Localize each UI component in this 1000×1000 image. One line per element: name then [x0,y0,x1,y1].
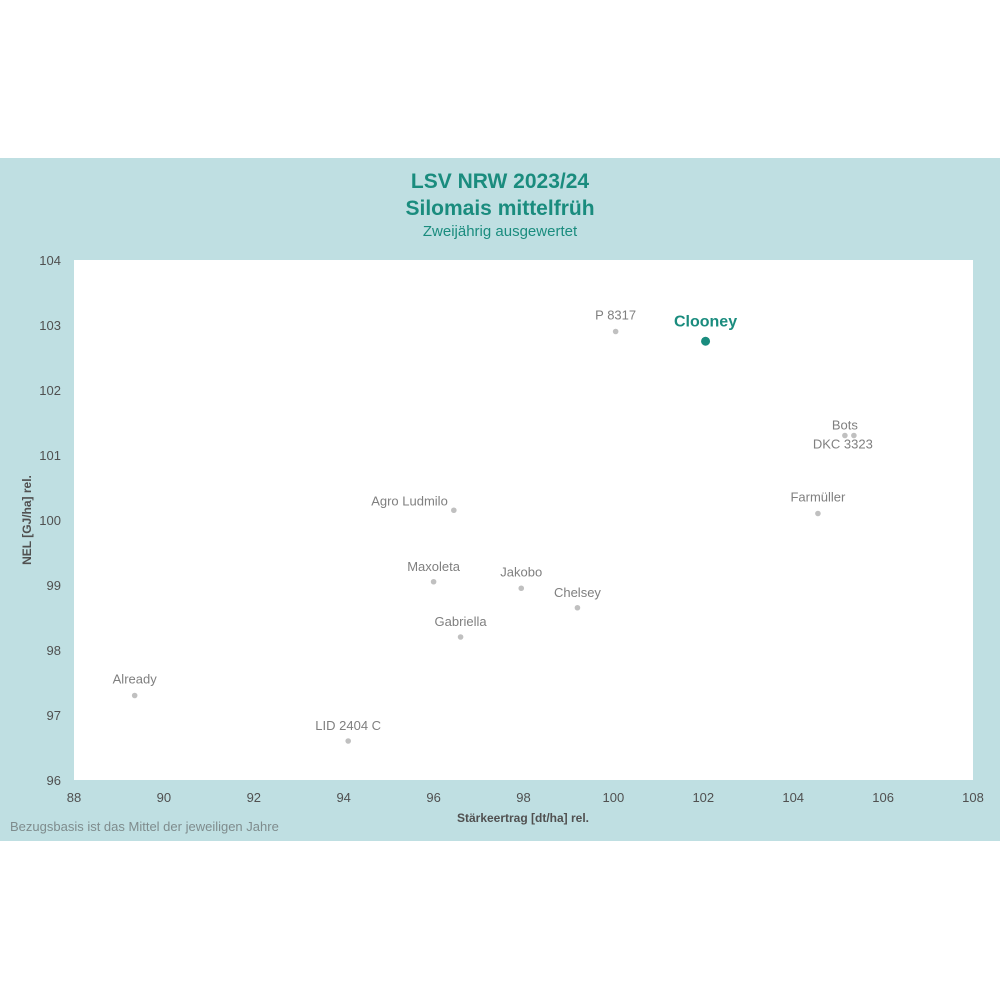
footnote: Bezugsbasis ist das Mittel der jeweilige… [10,819,279,834]
data-point-label: DKC 3323 [813,437,873,452]
x-tick-label: 92 [247,790,261,805]
x-axis-title: Stärkeertrag [dt/ha] rel. [457,811,589,825]
x-tick-label: 108 [962,790,984,805]
data-point [815,510,821,517]
x-axis: 88 90 92 94 96 98 100 102 104 106 108 [67,790,984,805]
chart-subtitle: Silomais mittelfrüh [405,197,595,220]
data-point-label: Chelsey [554,585,601,600]
data-point-label: Gabriella [435,614,488,629]
data-point [574,604,581,611]
data-point-label: LID 2404 C [315,718,381,733]
x-tick-label: 100 [603,790,625,805]
y-tick-label: 98 [47,643,61,658]
y-tick-label: 102 [39,383,61,398]
y-tick-label: 96 [47,773,61,788]
y-axis: 96 97 98 99 100 101 102 103 104 [39,253,61,788]
data-point [131,692,138,699]
x-tick-label: 96 [426,790,440,805]
data-point-label: Bots [832,418,859,433]
data-point [851,432,857,439]
data-point [518,585,525,592]
y-tick-label: 103 [39,318,61,333]
plot-area [74,260,973,780]
data-point [612,328,619,335]
x-tick-label: 102 [692,790,714,805]
data-point [451,507,457,514]
data-point [701,336,711,346]
title-block: LSV NRW 2023/24 Silomais mittelfrüh Zwei… [0,168,1000,242]
data-point [345,738,351,744]
data-point [430,578,437,585]
y-tick-label: 104 [39,253,61,268]
data-point-label: Jakobo [500,564,542,579]
data-point-label: Farmüller [790,490,846,505]
x-tick-label: 94 [336,790,350,805]
data-point-label: Agro Ludmilo [371,493,448,508]
y-tick-label: 99 [47,578,61,593]
data-point-label: Already [113,672,158,687]
y-tick-label: 97 [47,708,61,723]
data-point [842,432,848,439]
x-tick-label: 90 [157,790,171,805]
data-point-label: Clooney [674,313,737,330]
data-point-label: P 8317 [595,308,636,323]
y-axis-title: NEL [GJ/ha] rel. [20,475,34,565]
data-points: Clooney P 8317 Bots DKC 3323 Farmüller Agro L… [113,308,873,744]
x-tick-label: 106 [872,790,894,805]
data-point [457,634,464,640]
chart-subtitle-2: Zweijährig ausgewertet [422,223,578,240]
x-tick-label: 88 [67,790,81,805]
y-tick-label: 101 [39,448,61,463]
chart-title: LSV NRW 2023/24 [410,170,590,193]
data-point-label: Maxoleta [407,559,461,574]
y-tick-label: 100 [39,513,61,528]
x-tick-label: 98 [516,790,530,805]
x-tick-label: 104 [782,790,804,805]
